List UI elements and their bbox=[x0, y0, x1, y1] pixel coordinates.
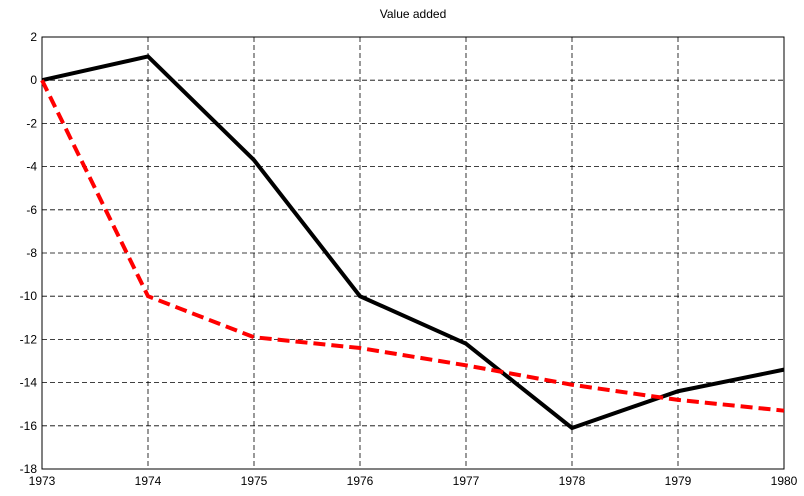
y-tick-label: -2 bbox=[26, 116, 37, 130]
y-tick-label: -14 bbox=[20, 376, 38, 390]
x-tick-label: 1980 bbox=[771, 474, 798, 488]
x-tick-label: 1976 bbox=[347, 474, 374, 488]
y-tick-label: -18 bbox=[20, 462, 38, 476]
x-tick-label: 1978 bbox=[559, 474, 586, 488]
y-tick-label: -16 bbox=[20, 419, 38, 433]
y-tick-label: -4 bbox=[26, 160, 37, 174]
y-tick-label: -10 bbox=[20, 289, 38, 303]
x-tick-label: 1974 bbox=[135, 474, 162, 488]
line-series bbox=[40, 79, 785, 413]
x-tick-label: 1979 bbox=[665, 474, 692, 488]
y-tick-label: -12 bbox=[20, 332, 38, 346]
x-tick-label: 1975 bbox=[241, 474, 268, 488]
chart-title: Value added bbox=[380, 7, 447, 21]
y-tick-label: 0 bbox=[30, 73, 37, 87]
x-tick-label: 1973 bbox=[29, 474, 56, 488]
plot-frame bbox=[41, 36, 785, 470]
y-tick-label: -8 bbox=[26, 246, 37, 260]
x-tick-label: 1977 bbox=[453, 474, 480, 488]
y-tick-label: 2 bbox=[30, 30, 37, 44]
y-tick-label: -6 bbox=[26, 203, 37, 217]
